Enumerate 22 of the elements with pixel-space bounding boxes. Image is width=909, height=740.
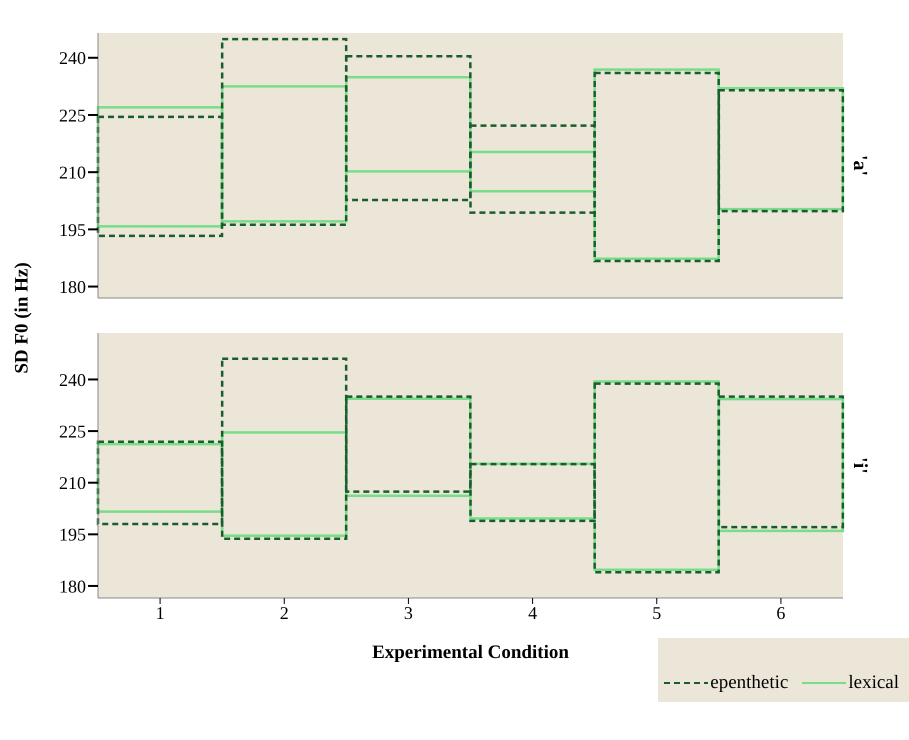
y-tick-label: 210	[59, 162, 86, 183]
y-tick-label: 240	[59, 48, 86, 68]
x-tick-label: 3	[404, 602, 413, 623]
y-tick-label: 225	[59, 105, 86, 126]
y-tick-label: 240	[59, 370, 86, 390]
text: 'i'	[849, 457, 871, 474]
legend-label: epenthetic	[710, 672, 788, 694]
x-tick-label: 1	[156, 602, 165, 623]
x-tick-label: 4	[528, 602, 538, 623]
text: 'a'	[849, 154, 871, 176]
y-tick-label: 180	[59, 276, 86, 297]
legend-label: lexical	[848, 672, 899, 694]
y-tick-label: 210	[59, 473, 86, 494]
y-tick-label: 225	[59, 421, 86, 442]
x-axis-title: Experimental Condition	[371, 642, 570, 664]
x-tick-label: 2	[280, 602, 289, 623]
y-tick-label: 195	[59, 220, 86, 240]
y-tick-label: 195	[59, 524, 86, 545]
x-tick-label: 5	[652, 602, 662, 623]
y-axis-title: SD F0 (in Hz)	[12, 262, 34, 374]
x-tick-label: 6	[776, 602, 786, 623]
y-tick-label: 180	[59, 576, 86, 596]
